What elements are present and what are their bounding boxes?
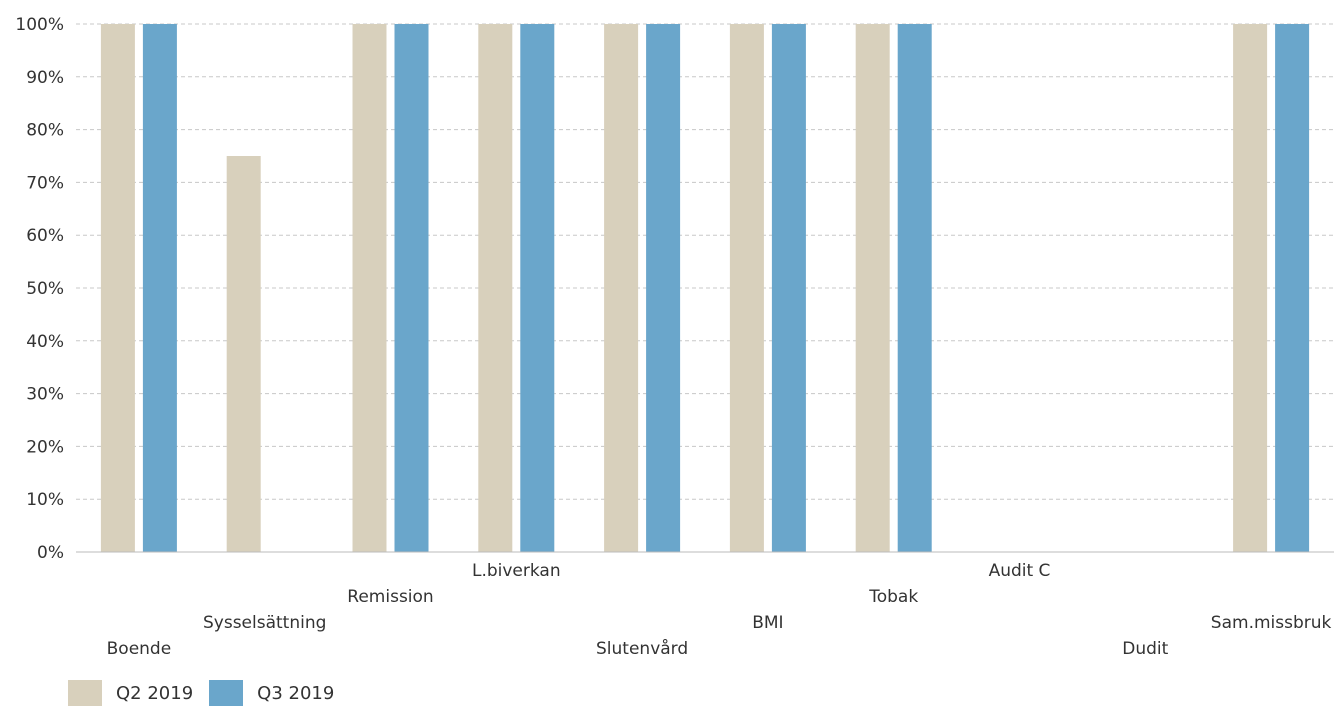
legend-label-q2-2019: Q2 2019 [116,682,194,704]
bar-sam-missbruk-q3-2019[interactable] [1275,24,1310,552]
x-category-label-syssels-ttning: Sysselsättning [203,613,326,633]
bar-l-biverkan-q2-2019[interactable] [478,24,513,552]
bar-bmi-q2-2019[interactable] [729,24,764,552]
x-category-label-remission: Remission [347,587,433,607]
x-category-label-audit-c: Audit C [989,561,1051,581]
legend-item-q2-2019[interactable]: Q2 2019 [68,680,193,706]
legend-item-q3-2019[interactable]: Q3 2019 [209,680,334,706]
bar-remission-q3-2019[interactable] [394,24,429,552]
x-category-label-dudit: Dudit [1122,639,1168,659]
bar-l-biverkan-q3-2019[interactable] [520,24,555,552]
bar-tobak-q3-2019[interactable] [897,24,932,552]
x-category-label-bmi: BMI [752,613,783,633]
x-category-label-tobak: Tobak [868,587,918,607]
x-category-label-l-biverkan: L.biverkan [472,561,561,581]
x-category-label-slutenv-rd: Slutenvård [596,638,688,659]
y-tick-label-30: 30% [26,385,64,405]
bar-bmi-q3-2019[interactable] [771,24,806,552]
x-axis-category-labels: Boende Sysselsättning Remission L.biverkan S… [107,561,1332,659]
y-tick-label-70: 70% [26,173,64,193]
y-tick-label-60: 60% [26,226,64,246]
y-tick-label-90: 90% [26,68,64,88]
bar-slutenv-rd-q3-2019[interactable] [646,24,681,552]
legend: Q2 2019 Q3 2019 [68,680,350,706]
bar-syssels-ttning-q2-2019[interactable] [226,156,261,552]
x-category-label-boende: Boende [107,639,172,659]
y-tick-label-100: 100% [15,15,64,35]
y-tick-label-40: 40% [26,332,64,352]
legend-label-q3-2019: Q3 2019 [257,682,335,704]
bars [100,24,1310,552]
y-tick-label-10: 10% [26,490,64,510]
y-tick-label-80: 80% [26,121,64,141]
bar-sam-missbruk-q2-2019[interactable] [1233,24,1268,552]
y-tick-label-20: 20% [26,437,64,457]
y-tick-label-0: 0% [37,543,64,563]
bar-chart: 0% 10% 20% 30% 40% 50% 60% 70% 80% 90% 100% Boende… [15,15,1334,659]
x-category-label-sam-missbruk: Sam.missbruk [1211,613,1332,633]
bar-tobak-q2-2019[interactable] [855,24,890,552]
grid-lines [76,23,1334,500]
bar-boende-q2-2019[interactable] [100,24,135,552]
y-axis-tick-labels: 0% 10% 20% 30% 40% 50% 60% 70% 80% 90% 100% [15,15,64,563]
legend-swatch-q3-2019 [209,680,244,706]
y-tick-label-50: 50% [26,279,64,299]
bar-slutenv-rd-q2-2019[interactable] [604,24,639,552]
bar-boende-q3-2019[interactable] [142,24,177,552]
legend-swatch-q2-2019 [68,680,102,706]
bar-remission-q2-2019[interactable] [352,24,387,552]
